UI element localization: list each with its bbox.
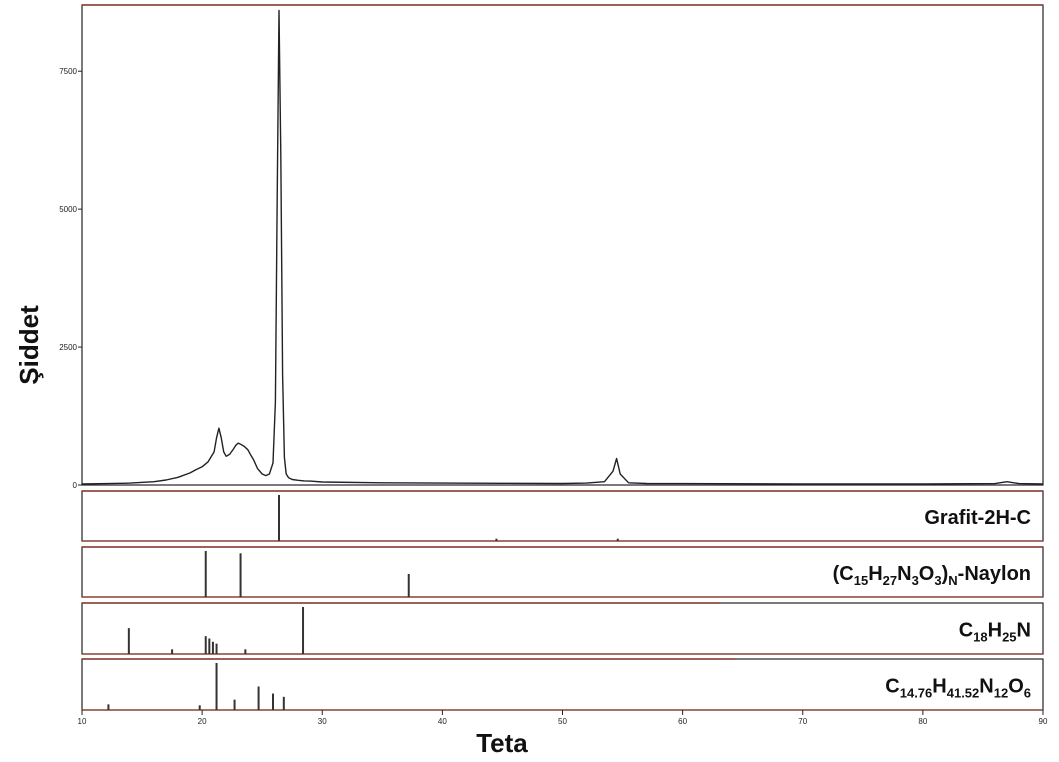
y-axis-label: Şiddet <box>14 305 44 385</box>
main-frame <box>81 4 1044 486</box>
y-tick-label: 5000 <box>59 205 77 214</box>
reference-panels: Grafit-2H-C (C15H27N3O3)N-Naylon C18H25N C1… <box>81 490 1044 711</box>
panel-frame <box>81 490 1044 542</box>
x-tick-label: 90 <box>1039 717 1048 726</box>
series-line <box>81 9 1044 485</box>
x-axis-label: Teta <box>476 728 528 758</box>
x-tick-label: 20 <box>198 717 207 726</box>
y-tick-label: 2500 <box>59 343 77 352</box>
x-tick-label: 80 <box>918 717 927 726</box>
x-tick-label: 40 <box>438 717 447 726</box>
y-tick-label: 0 <box>73 481 78 490</box>
x-tick-label: 30 <box>318 717 327 726</box>
phase-label: C18H25N <box>959 620 1031 645</box>
main-plot-area <box>81 4 1044 486</box>
x-tick-label: 50 <box>558 717 567 726</box>
x-tick-label: 60 <box>678 717 687 726</box>
x-tick-label: 10 <box>78 717 87 726</box>
phase-label: Grafit-2H-C <box>924 507 1031 529</box>
reference-panel: Grafit-2H-C <box>81 490 1044 542</box>
reference-panel: C18H25N <box>81 602 1044 655</box>
reference-panel: (C15H27N3O3)N-Naylon <box>81 546 1044 598</box>
y-tick-label: 7500 <box>59 67 77 76</box>
series-layer <box>81 9 1044 485</box>
reference-panel: C14.76H41.52N12O6 <box>81 658 1044 711</box>
y-axis-ticks: 0 2500 5000 7500 <box>59 67 82 490</box>
x-tick-label: 70 <box>798 717 807 726</box>
panel-frame <box>81 602 1044 655</box>
phase-label: C14.76H41.52N12O6 <box>885 676 1031 701</box>
phase-label: (C15H27N3O3)N-Naylon <box>833 563 1031 588</box>
x-axis-ticks: 10 20 30 40 50 60 70 80 90 <box>78 710 1048 726</box>
